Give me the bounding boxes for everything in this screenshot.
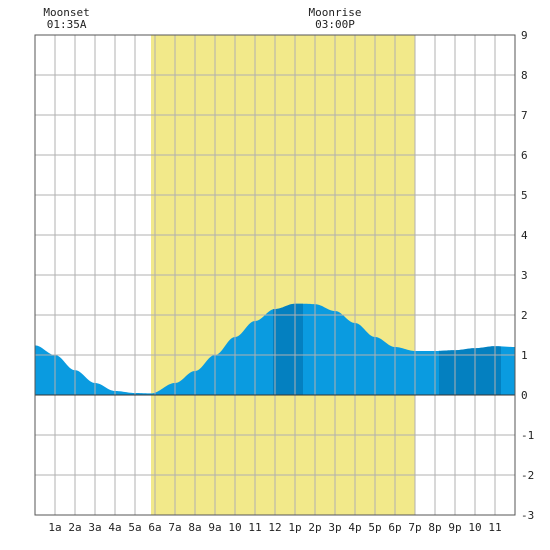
- y-tick-label: 9: [521, 29, 528, 42]
- x-tick-label: 4a: [108, 521, 121, 534]
- x-tick-label: 3p: [328, 521, 341, 534]
- x-tick-label: 10: [228, 521, 241, 534]
- annotation-time: 01:35A: [47, 18, 87, 31]
- x-tick-label: 10: [468, 521, 481, 534]
- y-tick-label: 2: [521, 309, 528, 322]
- y-tick-label: 8: [521, 69, 528, 82]
- tide-area-shade-1: [273, 303, 303, 395]
- x-tick-label: 4p: [348, 521, 361, 534]
- x-tick-label: 2a: [68, 521, 81, 534]
- y-tick-label: 3: [521, 269, 528, 282]
- x-tick-label: 1p: [288, 521, 301, 534]
- y-tick-label: -3: [521, 509, 534, 522]
- plot-frame: [34, 34, 516, 516]
- x-tick-label: 6p: [388, 521, 401, 534]
- annotation-label: Moonrise: [309, 6, 362, 19]
- y-tick-label: -2: [521, 469, 534, 482]
- x-tick-label: 7a: [168, 521, 181, 534]
- x-tick-label: 8a: [188, 521, 201, 534]
- x-tick-label: 6a: [148, 521, 161, 534]
- y-tick-label: -1: [521, 429, 534, 442]
- x-tick-label: 9a: [208, 521, 221, 534]
- y-tick-label: 0: [521, 389, 528, 402]
- x-tick-label: 1a: [48, 521, 61, 534]
- x-tick-label: 9p: [448, 521, 461, 534]
- annotation-label: Moonset: [43, 6, 89, 19]
- x-tick-label: 5a: [128, 521, 141, 534]
- x-tick-label: 5p: [368, 521, 381, 534]
- x-tick-label: 8p: [428, 521, 441, 534]
- tide-area-shade-2: [439, 346, 501, 395]
- x-tick-label: 2p: [308, 521, 321, 534]
- y-tick-label: 1: [521, 349, 528, 362]
- y-tick-label: 7: [521, 109, 528, 122]
- x-tick-label: 12: [268, 521, 281, 534]
- x-tick-label: 7p: [408, 521, 421, 534]
- y-tick-label: 6: [521, 149, 528, 162]
- y-tick-label: 5: [521, 189, 528, 202]
- y-tick-label: 4: [521, 229, 528, 242]
- annotation-time: 03:00P: [315, 18, 355, 31]
- x-tick-label: 11: [488, 521, 501, 534]
- x-tick-label: 3a: [88, 521, 101, 534]
- x-tick-label: 11: [248, 521, 261, 534]
